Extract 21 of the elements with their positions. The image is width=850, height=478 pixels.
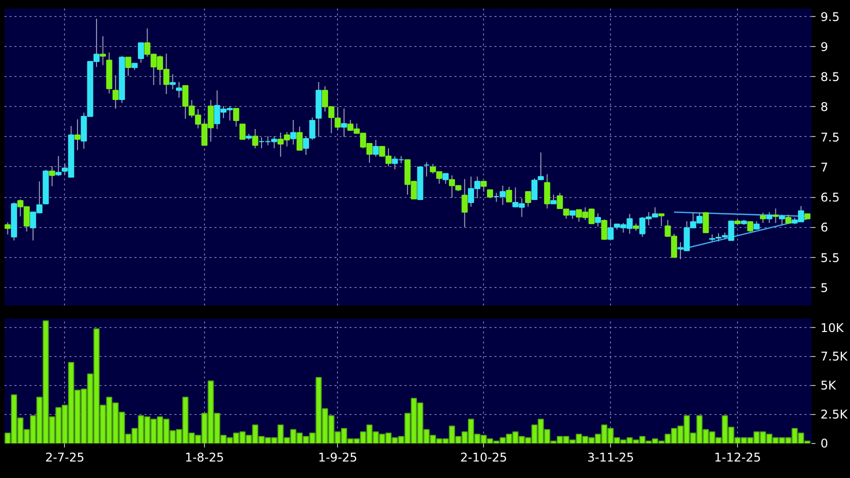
x-tick-label: 3-11-25 (587, 450, 634, 464)
y-tick-label: 5K (820, 378, 838, 393)
x-tick-label: 1-12-25 (714, 450, 761, 464)
x-tick-label: 1-9-25 (318, 450, 358, 464)
y-tick-label: 10K (820, 320, 845, 335)
y-tick-label: 7.5K (820, 350, 849, 364)
x-tick-label: 1-8-25 (184, 450, 224, 464)
y-tick-label: 9 (820, 40, 828, 54)
x-tick-label: 2-10-25 (460, 450, 508, 464)
y-tick-label: 7 (820, 160, 828, 174)
y-tick-label: 6.5 (820, 190, 840, 205)
y-tick-label: 2.5K (820, 408, 849, 422)
y-tick-label: 8 (820, 100, 828, 114)
y-tick-label: 7.5 (820, 130, 840, 144)
y-tick-label: 0 (820, 436, 828, 450)
y-tick-label: 8.5 (820, 70, 840, 84)
y-tick-label: 9.5 (820, 10, 840, 24)
y-tick-label: 5 (820, 280, 828, 295)
y-tick-label: 5.5 (820, 250, 840, 265)
x-tick-label: 2-7-25 (45, 450, 84, 464)
y-tick-label: 6 (820, 220, 828, 235)
